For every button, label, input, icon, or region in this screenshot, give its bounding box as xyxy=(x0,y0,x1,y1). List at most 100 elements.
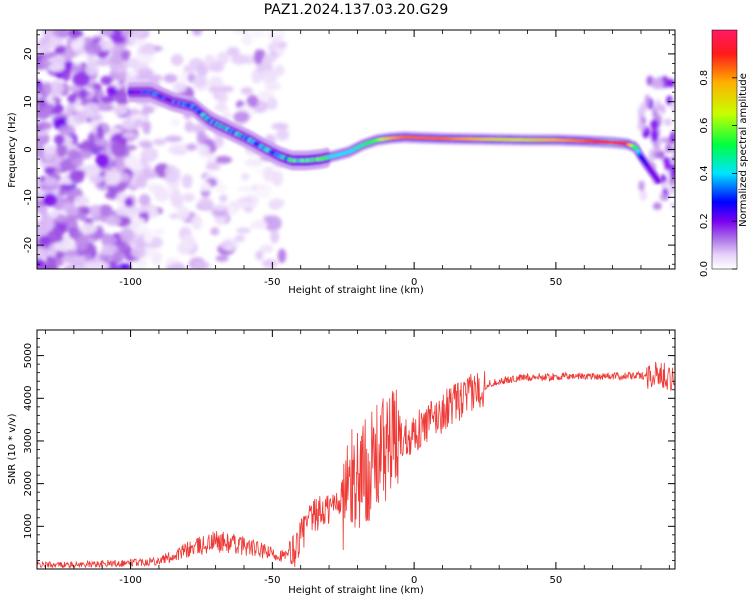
heatmap-cell xyxy=(131,207,149,214)
heatmap-cell xyxy=(648,149,654,163)
heatmap-cell xyxy=(138,194,151,207)
heatmap-cell xyxy=(38,248,49,259)
heatmap-cell xyxy=(234,234,245,243)
y-tick-label: -20 xyxy=(23,237,34,253)
heatmap-cell xyxy=(56,141,68,158)
heatmap-cell xyxy=(95,124,105,140)
heatmap-cell xyxy=(45,257,57,269)
heatmap-cell xyxy=(232,30,251,34)
x-tick-label: 50 xyxy=(550,575,563,586)
heatmap-cell xyxy=(264,81,282,91)
heatmap-cell xyxy=(240,172,250,181)
heatmap-cell xyxy=(40,210,49,224)
heatmap-cell xyxy=(672,145,675,155)
heatmap-cell xyxy=(114,88,128,105)
heatmap-cell xyxy=(219,194,228,203)
heatmap-cell xyxy=(665,144,673,153)
heatmap-cell xyxy=(241,33,253,46)
y-tick-label: -10 xyxy=(23,189,34,205)
heatmap-cell xyxy=(196,63,208,78)
heatmap-cell xyxy=(216,92,228,104)
heatmap-cell xyxy=(42,81,52,96)
heatmap-cell xyxy=(124,197,134,208)
heatmap-cell xyxy=(58,124,76,136)
colorbar-tick-label: 0.8 xyxy=(699,70,710,86)
x-tick-label: -50 xyxy=(264,277,280,288)
heatmap-cell xyxy=(119,227,134,243)
heatmap-cell xyxy=(45,229,63,246)
heatmap-cell xyxy=(95,58,112,67)
colorbar-tick-label: 0.4 xyxy=(699,165,710,181)
heatmap-cell xyxy=(102,235,118,245)
heatmap-cell xyxy=(263,215,282,232)
heatmap-ridge xyxy=(126,82,662,185)
heatmap-cell xyxy=(136,52,155,64)
heatmap-cell xyxy=(137,68,154,76)
heatmap-cell xyxy=(660,104,666,115)
heatmap-cell xyxy=(145,74,163,82)
colorbar-tick-label: 0.2 xyxy=(699,213,710,229)
heatmap-cell xyxy=(237,185,254,193)
heatmap-cell xyxy=(52,54,66,68)
heatmap-cell xyxy=(225,245,235,252)
heatmap-cell xyxy=(644,94,651,109)
heatmap-cell xyxy=(208,85,220,94)
heatmap-cell xyxy=(79,88,88,99)
heatmap-cell xyxy=(100,75,113,86)
heatmap-cell xyxy=(659,192,667,201)
y-tick-label: 4000 xyxy=(23,386,34,411)
heatmap-cell xyxy=(53,241,71,252)
heatmap-cell xyxy=(166,264,181,269)
heatmap-cell xyxy=(215,183,227,193)
heatmap-cell xyxy=(240,87,254,95)
heatmap-cell xyxy=(40,56,50,67)
heatmap-cell xyxy=(141,106,155,114)
heatmap-cell xyxy=(38,37,51,46)
heatmap-cell xyxy=(210,61,225,73)
heatmap-cell xyxy=(69,169,85,184)
heatmap-cell xyxy=(181,174,193,189)
heatmap-cell xyxy=(186,143,197,151)
heatmap-cell xyxy=(111,35,126,44)
x-tick-label: -50 xyxy=(264,575,280,586)
heatmap-cell xyxy=(72,71,90,87)
heatmap-cell xyxy=(73,195,90,206)
heatmap-cell xyxy=(638,180,645,192)
heatmap-cell xyxy=(142,121,151,135)
heatmap-cell xyxy=(56,214,67,224)
heatmap-cell xyxy=(127,211,139,219)
heatmap-cell xyxy=(79,223,97,235)
snr-axes: -100 -50 0 50 1000 2000 3000 4000 5000 xyxy=(23,330,675,586)
heatmap-cell xyxy=(650,128,659,143)
figure-title: PAZ1.2024.137.03.20.G29 xyxy=(264,2,449,18)
colorbar-tick-label: 0.0 xyxy=(699,261,710,277)
heatmap-cell xyxy=(257,90,275,100)
heatmap-cell xyxy=(88,204,103,218)
heatmap-cell xyxy=(104,170,122,186)
heatmap-cell xyxy=(226,46,240,57)
y-tick-label: 20 xyxy=(23,48,34,61)
heatmap-cell xyxy=(112,250,125,264)
x-tick-label: 50 xyxy=(550,277,563,288)
heatmap-cell xyxy=(38,98,48,107)
heatmap-cell xyxy=(266,97,278,110)
heatmap-cell xyxy=(639,102,647,115)
heatmap-cell xyxy=(153,228,165,235)
heatmap-cell xyxy=(176,205,190,221)
heatmap-cell xyxy=(277,248,287,264)
heatmap-cell xyxy=(216,51,230,65)
heatmap-cell xyxy=(100,30,114,37)
heatmap-cell xyxy=(233,111,250,123)
heatmap-cell xyxy=(252,219,268,230)
heatmap-cell xyxy=(260,69,278,84)
heatmap-cell xyxy=(109,53,123,65)
heatmap-cell xyxy=(215,255,229,262)
heatmap-cell xyxy=(138,45,156,55)
heatmap-cell xyxy=(48,80,65,96)
heatmap-cell xyxy=(38,235,50,247)
heatmap-cell xyxy=(53,134,65,145)
heatmap-cell xyxy=(85,164,98,173)
heatmap-cell xyxy=(256,49,266,58)
